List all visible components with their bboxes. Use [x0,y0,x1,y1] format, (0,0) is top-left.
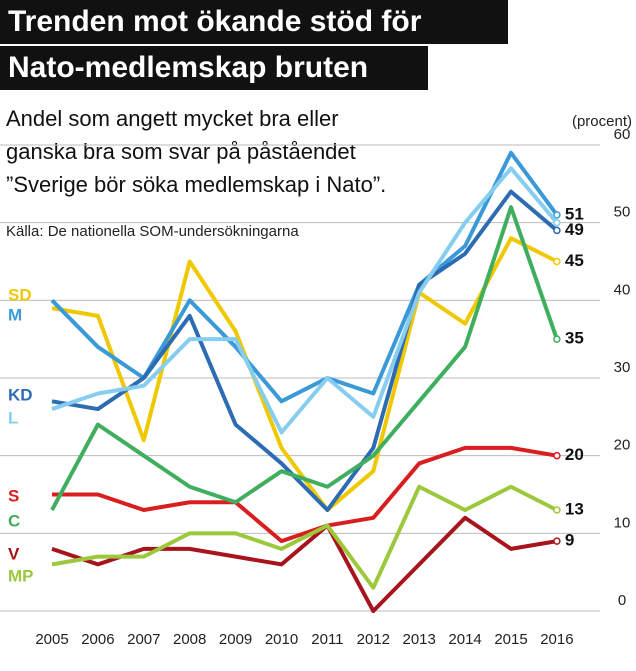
end-label: 45 [565,251,584,270]
end-label: 35 [565,329,584,348]
legend-label: S [8,486,19,505]
chart-title: Nato-medlemskap bruten [8,51,368,84]
y-tick-label: 50 [614,204,631,221]
x-tick-label: 2014 [448,631,481,648]
legend-label: KD [8,385,33,404]
end-point [553,226,561,235]
end-point [553,218,561,227]
x-tick-label: 2011 [311,631,343,648]
series-line [50,150,559,404]
series-line [52,445,558,544]
y-tick-label: 60 [614,126,631,143]
title-box [0,0,508,44]
end-label: 13 [565,500,584,519]
legend-label: C [8,511,20,530]
end-label: 20 [565,445,584,464]
x-tick-label: 2007 [127,631,160,648]
series-line [51,189,559,513]
x-tick-label: 2008 [173,631,206,648]
source: Källa: De nationella SOM-undersökningarn… [6,223,299,240]
end-point [553,335,561,343]
legend-label: MP [8,566,34,585]
subtitle: ganska bra som svar på påståendet [6,139,356,164]
end-point [553,211,561,219]
end-label: 49 [565,220,584,239]
x-tick-label: 2012 [357,631,390,648]
legend-label: V [8,544,20,563]
series-line [50,205,559,511]
subtitle: Andel som angett mycket bra eller [6,106,339,131]
y-tick-label: 10 [614,514,631,531]
series-line [51,515,558,613]
end-point [553,257,561,266]
series-line [51,236,558,513]
x-tick-label: 2010 [265,631,298,648]
y-axis-label: (procent) [572,113,632,130]
end-point [553,537,561,545]
end-label: 51 [565,204,584,223]
title-box [0,46,428,90]
x-tick-label: 2013 [403,631,436,648]
series-line [51,166,559,435]
end-point [553,506,561,514]
subtitle: ”Sverige bör söka medlemskap i Nato”. [6,172,386,197]
series-line [51,484,558,590]
y-tick-label: 40 [614,281,631,298]
x-tick-label: 2009 [219,631,252,648]
y-tick-label: 30 [614,359,631,376]
x-tick-label: 2016 [540,631,573,648]
end-point [553,451,561,460]
x-tick-label: 2005 [35,631,68,648]
y-tick-label: 0 [618,592,626,609]
legend-label: L [8,408,18,427]
x-tick-label: 2015 [494,631,527,648]
x-tick-label: 2006 [81,631,114,648]
end-label: 9 [565,531,574,550]
legend-label: M [8,305,22,324]
legend-label: SD [8,285,32,304]
chart-title: Trenden mot ökande stöd för [8,5,422,38]
y-tick-label: 20 [614,437,631,454]
